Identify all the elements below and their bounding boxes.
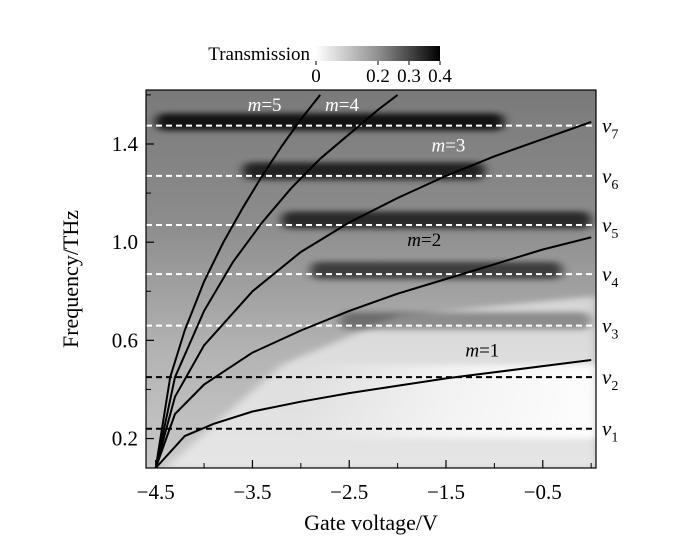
curve-m5 <box>154 94 321 468</box>
y-tick-label: 1.0 <box>112 230 138 254</box>
y-axis-title: Frequency/THz <box>58 210 83 348</box>
x-tick-label: −3.5 <box>233 480 271 504</box>
transmission-band-5 <box>339 312 592 330</box>
curve-label-m2: m=2 <box>407 230 441 251</box>
y-tick-label: 0.2 <box>112 427 138 451</box>
colorbar-tick-label: 0 <box>311 66 321 87</box>
colorbar-ticks: 0 0.2 0.3 0.4 <box>311 61 452 87</box>
colorbar-gradient <box>316 46 440 61</box>
mode-line-label-7: v7 <box>602 114 618 143</box>
plot-area <box>145 89 597 469</box>
mode-line-label-3: v3 <box>602 314 618 343</box>
transmission-band-2 <box>242 162 485 180</box>
curve-label-m4: m=4 <box>325 95 359 116</box>
x-tick-label: −2.5 <box>330 480 368 504</box>
transmission-band-4 <box>310 261 563 279</box>
light-gradient-overlay <box>300 364 596 439</box>
mode-line-label-5: v5 <box>602 213 618 242</box>
axes-layer: −4.5 −3.5 −2.5 −1.5 −0.5 0.2 0.6 1.0 1.4 <box>112 94 592 504</box>
mode-line-label-2: v2 <box>602 365 618 394</box>
curve-m4 <box>154 94 399 468</box>
x-tick-label: −4.5 <box>137 480 175 504</box>
colorbar-tick-label: 0.4 <box>428 66 452 87</box>
colorbar-tick-label: 0.2 <box>366 66 390 87</box>
mode-line-labels: v1 v2 v3 v4 v5 v6 v7 <box>602 114 618 446</box>
y-tick-label: 0.6 <box>112 328 138 352</box>
curve-label-m1: m=1 <box>465 340 499 361</box>
dispersion-curves-layer <box>154 94 592 468</box>
curve-m3 <box>154 120 592 468</box>
mode-lines-layer <box>146 124 596 430</box>
plot-frame <box>145 89 597 469</box>
colorbar-tick-label: 0.3 <box>397 66 421 87</box>
mode-line-label-4: v4 <box>602 262 618 291</box>
y-tick-label: 1.4 <box>112 132 139 156</box>
curve-label-m5: m=5 <box>248 95 282 116</box>
mode-line-label-6: v6 <box>602 164 618 193</box>
x-tick-label: −1.5 <box>427 480 465 504</box>
curve-m1 <box>154 359 592 468</box>
curve-m2 <box>154 236 592 468</box>
x-axis-title: Gate voltage/V <box>304 510 438 535</box>
curve-labels: m=1 m=2 m=3 m=4 m=5 <box>248 95 500 361</box>
mode-line-label-1: v1 <box>602 417 618 446</box>
transmission-band-3 <box>281 211 592 229</box>
colorbar: Transmission 0 0.2 0.3 0.4 <box>208 44 452 87</box>
transmission-band-1 <box>155 113 505 131</box>
curve-label-m3: m=3 <box>431 135 465 156</box>
colorbar-label: Transmission <box>208 44 310 65</box>
x-tick-label: −0.5 <box>524 480 562 504</box>
